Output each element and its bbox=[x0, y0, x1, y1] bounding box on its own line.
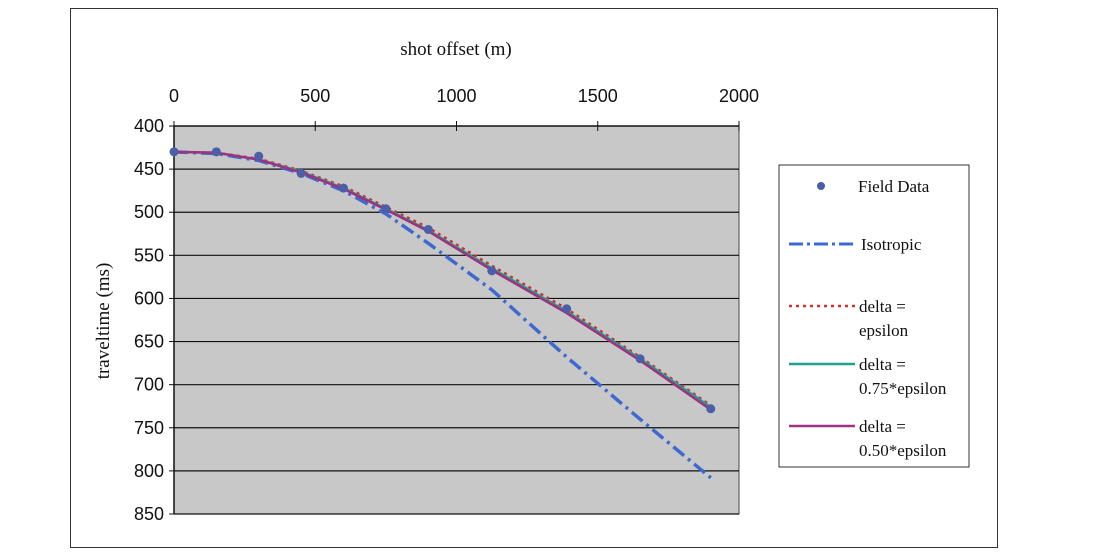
legend: Field Data Isotropic delta = epsilon del… bbox=[778, 164, 970, 468]
y-tick-label-800: 800 bbox=[134, 461, 164, 481]
x-tick-label-1500: 1500 bbox=[578, 86, 618, 106]
y-tick-label-750: 750 bbox=[134, 418, 164, 438]
field-data-point bbox=[296, 168, 306, 178]
x-tick-label-500: 500 bbox=[300, 86, 330, 106]
series-line-1 bbox=[173, 150, 712, 480]
field-data-point bbox=[254, 151, 264, 161]
field-data-point bbox=[562, 304, 572, 314]
y-tick-label-850: 850 bbox=[134, 504, 164, 524]
field-data-point bbox=[423, 224, 433, 234]
y-axis-title: traveltime (ms) bbox=[93, 263, 114, 380]
series bbox=[169, 147, 716, 480]
x-axis-title: shot offset (m) bbox=[400, 39, 512, 60]
field-data-point bbox=[211, 147, 221, 157]
y-tick-label-700: 700 bbox=[134, 375, 164, 395]
legend-label-delta-050-2: 0.50*epsilon bbox=[859, 441, 947, 460]
axes bbox=[169, 121, 740, 515]
field-data-point bbox=[487, 266, 497, 276]
legend-label-delta-050-1: delta = bbox=[859, 417, 906, 436]
legend-box bbox=[778, 164, 970, 468]
legend-label-field-data: Field Data bbox=[858, 177, 930, 196]
field-data-point bbox=[339, 183, 348, 193]
y-tick-label-600: 600 bbox=[134, 288, 164, 308]
field-data-point bbox=[381, 204, 391, 214]
chart: 400 450 500 550 600 650 700 750 800 850 0 500 1000 15… bbox=[93, 39, 970, 524]
legend-label-isotropic: Isotropic bbox=[861, 235, 922, 254]
x-tick-label-1000: 1000 bbox=[436, 86, 476, 106]
field-data-point bbox=[635, 354, 645, 364]
gridlines bbox=[174, 168, 739, 515]
legend-marker-field-data bbox=[817, 182, 825, 190]
x-tick-label-2000: 2000 bbox=[719, 86, 759, 106]
field-data-point bbox=[169, 147, 179, 157]
figure-frame: 400 450 500 550 600 650 700 750 800 850 0 500 1000 15… bbox=[70, 8, 998, 548]
tick-labels: 400 450 500 550 600 650 700 750 800 850 0 500 1000 15… bbox=[134, 86, 759, 524]
legend-label-delta-epsilon-1: delta = bbox=[859, 297, 906, 316]
y-tick-label-400: 400 bbox=[134, 116, 164, 136]
y-tick-label-500: 500 bbox=[134, 202, 164, 222]
legend-label-delta-075-1: delta = bbox=[859, 355, 906, 374]
legend-label-delta-epsilon-2: epsilon bbox=[859, 321, 909, 340]
x-tick-label-0: 0 bbox=[169, 86, 179, 106]
y-tick-label-550: 550 bbox=[134, 245, 164, 265]
y-tick-label-450: 450 bbox=[134, 159, 164, 179]
legend-label-delta-075-2: 0.75*epsilon bbox=[859, 379, 947, 398]
field-data-point bbox=[706, 404, 716, 414]
y-tick-label-650: 650 bbox=[134, 332, 164, 352]
plot-area bbox=[173, 125, 740, 515]
